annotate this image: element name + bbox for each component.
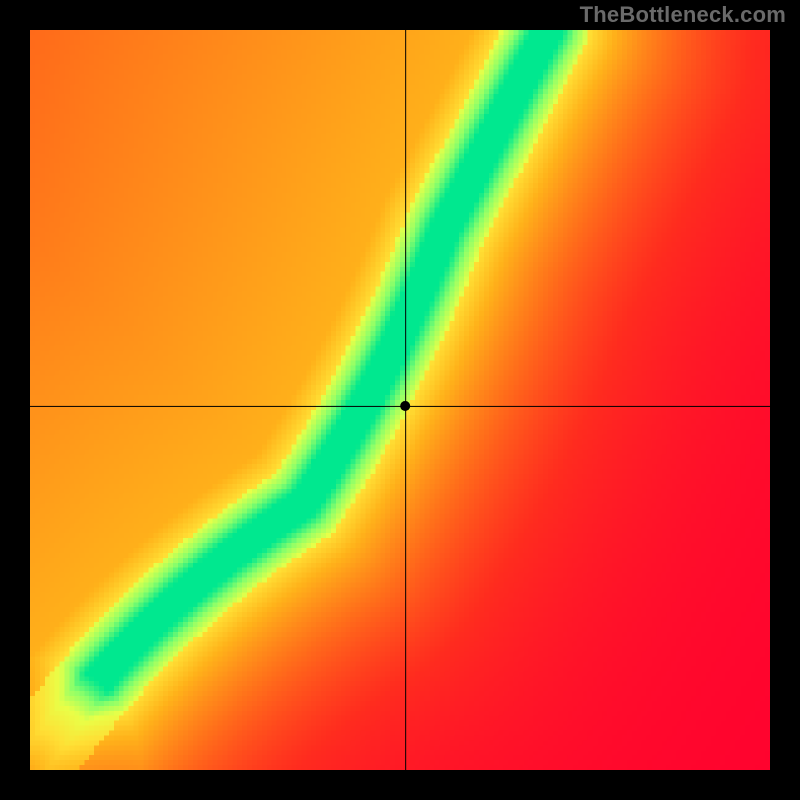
chart-frame: TheBottleneck.com [0,0,800,800]
crosshair-overlay [30,30,770,770]
watermark-text: TheBottleneck.com [580,2,786,28]
